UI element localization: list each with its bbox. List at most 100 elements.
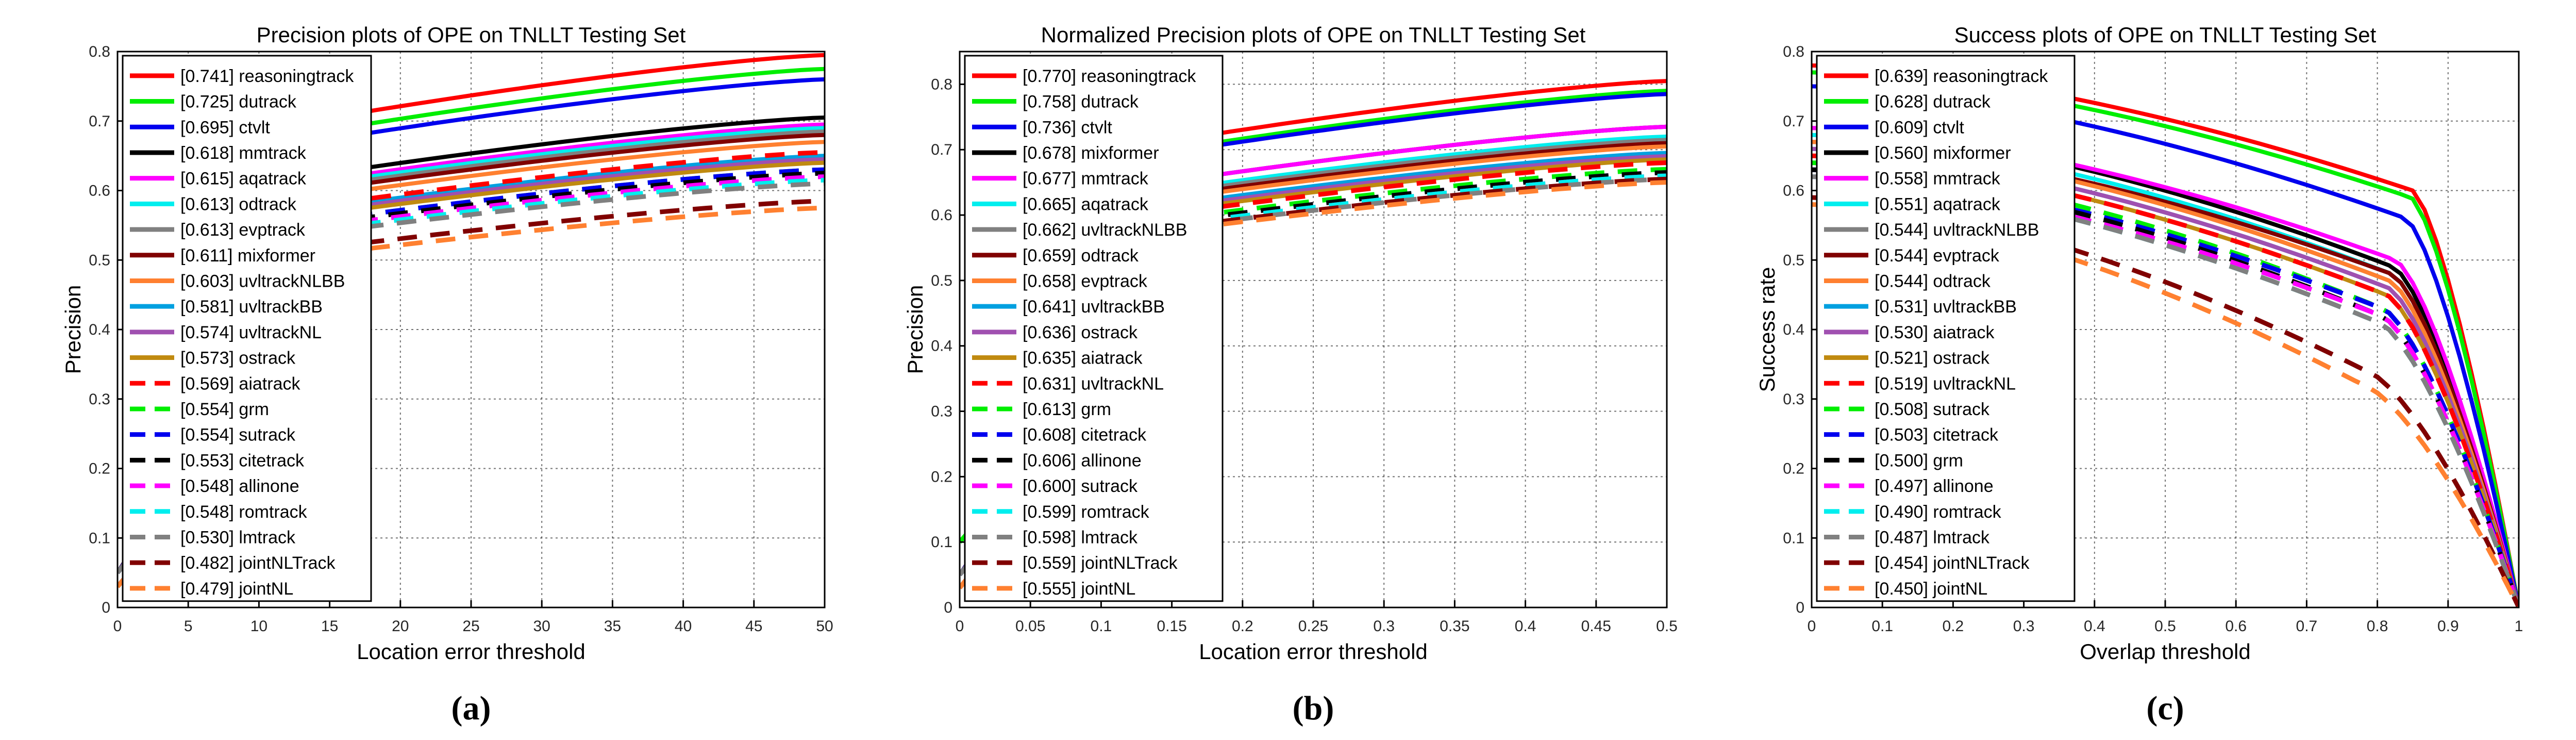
x-tick-label: 30 [533,618,550,635]
y-tick-label: 0.4 [1783,321,1804,338]
series-line-21 [118,205,825,588]
legend-entry: [0.613] odtrack [180,194,297,214]
x-tick-label: 1 [2515,618,2523,635]
chart-title: Success plots of OPE on TNLLT Testing Se… [1954,23,2377,47]
x-axis-label: Location error threshold [357,639,586,664]
legend-entry: [0.551] aqatrack [1875,194,2001,214]
legend-entry: [0.613] grm [1023,400,1111,419]
subfigure-label: (a) [451,689,491,727]
x-tick-label: 0.05 [1015,618,1045,635]
x-tick-label: 0.25 [1298,618,1328,635]
y-axis-label: Precision [903,285,927,374]
legend-entry: [0.544] uvltrackNLBB [1875,220,2039,240]
chart-title: Precision plots of OPE on TNLLT Testing … [257,23,686,47]
series-line-13 [118,150,825,574]
x-tick-label: 0 [1808,618,1816,635]
x-tick-label: 0.15 [1157,618,1186,635]
y-tick-label: 0.5 [931,272,952,289]
legend-entry: [0.662] uvltrackNLBB [1023,220,1187,240]
legend-entry: [0.569] aiatrack [180,374,300,393]
x-tick-label: 35 [604,618,621,635]
series-line-21 [1812,202,2519,607]
y-tick-label: 0 [1796,599,1804,616]
y-tick-label: 0.2 [931,468,952,485]
legend-entry: [0.573] ostrack [180,349,296,368]
legend-entry: [0.741] reasoningtrack [180,67,354,86]
y-axis-label: Precision [61,285,85,374]
legend-entry: [0.548] romtrack [180,502,308,522]
legend-entry: [0.503] citetrack [1875,425,1999,445]
legend-entry: [0.559] jointNLTrack [1023,553,1178,573]
legend-entry: [0.500] grm [1875,451,1963,470]
x-tick-label: 0.45 [1581,618,1611,635]
chart-panel-2: 0 0.05 0.1 0.15 0.2 0.25 0.3 0.35 0.4 0.45 0.5 0 0.1… [903,23,1678,727]
legend-entry: [0.544] odtrack [1875,271,1991,291]
legend-entry: [0.695] ctvlt [180,118,270,137]
legend-entry: [0.611] mixformer [180,246,315,266]
x-tick-label: 0.2 [1943,618,1964,635]
x-tick-label: 0.5 [2154,618,2176,635]
legend-entry: [0.636] ostrack [1023,323,1138,342]
legend-entry: [0.530] lmtrack [180,528,296,547]
legend-entry: [0.725] dutrack [180,92,297,112]
legend-entry: [0.574] uvltrackNL [180,323,322,342]
x-tick-label: 0.7 [2296,618,2318,635]
y-tick-label: 0.7 [1783,113,1804,130]
legend-entry: [0.613] evptrack [180,220,306,240]
x-tick-label: 45 [745,618,762,635]
chart-panel-1: 0 5 10 15 20 25 30 35 40 45 50 0 0.1 0.2 0.3 0.4 0.5 0.6 0… [61,23,833,727]
legend-entry: [0.770] reasoningtrack [1023,67,1196,86]
legend-entry: [0.554] sutrack [180,425,296,445]
legend-entry: [0.628] dutrack [1875,92,1991,112]
legend-entry: [0.600] sutrack [1023,476,1138,496]
y-tick-label: 0.3 [931,403,952,420]
x-tick-label: 0.6 [2225,618,2247,635]
legend-entry: [0.758] dutrack [1023,92,1139,112]
x-tick-label: 20 [392,618,409,635]
legend-entry: [0.606] allinone [1023,451,1142,470]
y-tick-label: 0.6 [1783,183,1804,200]
y-tick-label: 0.7 [89,113,110,130]
x-tick-label: 0.35 [1440,618,1469,635]
x-tick-label: 10 [250,618,267,635]
y-tick-label: 0.2 [89,461,110,478]
legend-entry: [0.521] ostrack [1875,349,1990,368]
y-tick-label: 0.5 [1783,252,1804,269]
legend-entry: [0.560] mixformer [1875,143,2011,163]
legend-entry: [0.658] evptrack [1023,271,1148,291]
legend-entry: [0.641] uvltrackBB [1023,297,1165,317]
y-tick-label: 0.8 [89,43,110,60]
y-tick-label: 0.6 [931,207,952,224]
x-tick-label: 0.4 [2084,618,2105,635]
legend-entry: [0.530] aiatrack [1875,323,1995,342]
legend-entry: [0.555] jointNL [1023,579,1135,599]
x-tick-label: 0.5 [1656,618,1678,635]
legend-entry: [0.554] grm [180,400,269,419]
y-tick-label: 0.5 [89,252,110,269]
chart-panel-3: 0 0.1 0.2 0.3 0.4 0.5 0.6 0.7 0.8 0.9 1 0 0.1 0.2 0.3 0… [1755,23,2523,727]
x-tick-label: 25 [462,618,479,635]
x-tick-label: 0 [113,618,122,635]
y-tick-label: 0.7 [931,141,952,158]
y-tick-label: 0.8 [1783,43,1804,60]
legend-entry: [0.639] reasoningtrack [1875,67,2048,86]
series-line-20 [1812,195,2519,607]
x-tick-label: 5 [184,618,193,635]
subfigure-label: (c) [2146,689,2184,727]
x-tick-label: 0.1 [1871,618,1893,635]
series-line-20 [960,176,1667,589]
legend-entry: [0.581] uvltrackBB [180,297,323,317]
legend-entry: [0.618] mmtrack [180,143,307,163]
x-tick-label: 0.8 [2367,618,2388,635]
legend-entry: [0.598] lmtrack [1023,528,1138,547]
legend-entry: [0.454] jointNLTrack [1875,553,2030,573]
subfigure-label: (b) [1293,689,1334,727]
y-axis-label: Success rate [1755,267,1779,392]
y-tick-label: 0.3 [1783,391,1804,408]
legend-entry: [0.450] jointNL [1875,579,1987,599]
x-tick-label: 0.1 [1091,618,1112,635]
legend-entry: [0.497] allinone [1875,476,1994,496]
legend-entry: [0.615] aqatrack [180,169,307,189]
legend-entry: [0.609] ctvlt [1875,118,1964,137]
x-tick-label: 0.3 [1373,618,1395,635]
